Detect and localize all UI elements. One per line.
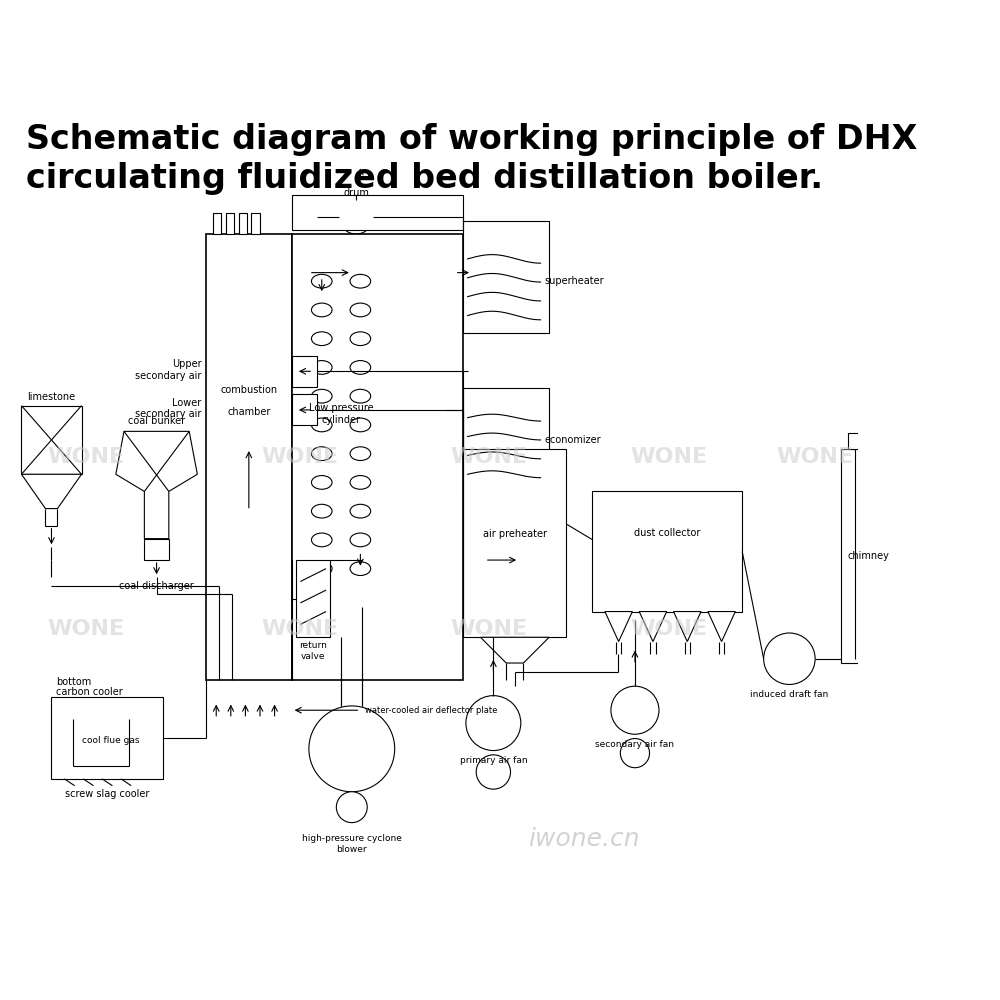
Text: bottom: bottom bbox=[56, 677, 91, 687]
Circle shape bbox=[611, 686, 659, 734]
Text: cool flue gas: cool flue gas bbox=[82, 736, 139, 745]
Circle shape bbox=[764, 633, 815, 684]
Text: combustion: combustion bbox=[220, 385, 277, 395]
Text: superheater: superheater bbox=[545, 276, 604, 286]
Polygon shape bbox=[116, 431, 197, 539]
Text: economizer: economizer bbox=[545, 435, 601, 445]
Text: cylinder: cylinder bbox=[322, 415, 361, 425]
Bar bbox=[463, 221, 549, 333]
Text: iwone.cn: iwone.cn bbox=[528, 827, 639, 851]
Ellipse shape bbox=[311, 303, 332, 317]
Ellipse shape bbox=[350, 504, 371, 518]
Circle shape bbox=[466, 696, 521, 751]
Ellipse shape bbox=[350, 361, 371, 374]
Ellipse shape bbox=[311, 476, 332, 489]
Circle shape bbox=[309, 706, 395, 792]
Polygon shape bbox=[639, 612, 667, 642]
Text: secondary air: secondary air bbox=[135, 371, 202, 381]
Ellipse shape bbox=[350, 533, 371, 547]
Bar bbox=[877, 433, 890, 449]
Text: Low pressure: Low pressure bbox=[309, 403, 373, 413]
Bar bbox=[292, 356, 317, 387]
Polygon shape bbox=[605, 612, 632, 642]
Text: water-cooled air deflector plate: water-cooled air deflector plate bbox=[365, 706, 497, 715]
Ellipse shape bbox=[350, 389, 371, 403]
Text: WONE: WONE bbox=[451, 619, 528, 639]
Text: dust collector: dust collector bbox=[634, 528, 700, 538]
Text: Lower: Lower bbox=[172, 398, 202, 408]
Text: blower: blower bbox=[336, 845, 367, 854]
Text: valve: valve bbox=[301, 652, 325, 661]
Text: high-pressure cyclone: high-pressure cyclone bbox=[302, 834, 402, 843]
Bar bbox=[463, 388, 549, 491]
Bar bbox=[239, 213, 247, 234]
Ellipse shape bbox=[311, 274, 332, 288]
Circle shape bbox=[336, 792, 367, 823]
Text: WONE: WONE bbox=[451, 447, 528, 467]
Text: WONE: WONE bbox=[631, 447, 708, 467]
Bar bbox=[21, 406, 82, 474]
Ellipse shape bbox=[311, 562, 332, 576]
Ellipse shape bbox=[311, 504, 332, 518]
Ellipse shape bbox=[350, 274, 371, 288]
Text: chamber: chamber bbox=[227, 407, 271, 417]
Ellipse shape bbox=[311, 332, 332, 346]
Text: secondary air fan: secondary air fan bbox=[595, 740, 674, 749]
Ellipse shape bbox=[350, 562, 371, 576]
Ellipse shape bbox=[350, 447, 371, 461]
Text: coal bunker: coal bunker bbox=[128, 416, 185, 426]
Text: WONE: WONE bbox=[262, 447, 339, 467]
Ellipse shape bbox=[350, 303, 371, 317]
Bar bbox=[463, 449, 566, 637]
Ellipse shape bbox=[311, 389, 332, 403]
Text: WONE: WONE bbox=[631, 619, 708, 639]
Bar bbox=[292, 234, 463, 680]
Text: circulating fluidized bed distillation boiler.: circulating fluidized bed distillation b… bbox=[26, 162, 823, 195]
Text: WONE: WONE bbox=[777, 447, 854, 467]
Bar bbox=[296, 560, 330, 637]
Text: primary air fan: primary air fan bbox=[460, 756, 527, 765]
Text: WONE: WONE bbox=[47, 619, 124, 639]
Bar bbox=[251, 213, 260, 234]
Polygon shape bbox=[21, 474, 82, 509]
Ellipse shape bbox=[311, 533, 332, 547]
Circle shape bbox=[620, 739, 650, 768]
Text: air preheater: air preheater bbox=[483, 529, 547, 539]
Text: limestone: limestone bbox=[27, 392, 76, 402]
Text: WONE: WONE bbox=[47, 447, 124, 467]
Bar bbox=[292, 394, 317, 425]
Text: drum: drum bbox=[343, 188, 369, 198]
Text: induced draft fan: induced draft fan bbox=[750, 690, 829, 699]
Text: Schematic diagram of working principle of DHX: Schematic diagram of working principle o… bbox=[26, 123, 917, 156]
Ellipse shape bbox=[350, 332, 371, 346]
Bar bbox=[848, 433, 861, 449]
Text: carbon cooler: carbon cooler bbox=[56, 687, 123, 697]
Bar bbox=[226, 213, 234, 234]
Text: coal discharger: coal discharger bbox=[119, 581, 194, 591]
Ellipse shape bbox=[350, 476, 371, 489]
Polygon shape bbox=[480, 637, 549, 663]
Bar bbox=[292, 195, 463, 230]
Bar bbox=[213, 213, 221, 234]
Text: WONE: WONE bbox=[262, 619, 339, 639]
Ellipse shape bbox=[311, 361, 332, 374]
Bar bbox=[51, 697, 163, 779]
Circle shape bbox=[476, 755, 511, 789]
Polygon shape bbox=[708, 612, 735, 642]
Circle shape bbox=[339, 200, 373, 234]
Text: secondary air: secondary air bbox=[135, 409, 202, 419]
Ellipse shape bbox=[311, 418, 332, 432]
Text: screw slag cooler: screw slag cooler bbox=[65, 789, 149, 799]
Text: Upper: Upper bbox=[172, 359, 202, 369]
Bar bbox=[144, 539, 169, 560]
Bar bbox=[841, 449, 897, 663]
Text: return: return bbox=[299, 641, 327, 650]
Ellipse shape bbox=[350, 418, 371, 432]
Bar bbox=[206, 234, 292, 680]
Bar bbox=[592, 491, 742, 612]
Polygon shape bbox=[674, 612, 701, 642]
Ellipse shape bbox=[311, 447, 332, 461]
Text: chimney: chimney bbox=[848, 551, 890, 561]
